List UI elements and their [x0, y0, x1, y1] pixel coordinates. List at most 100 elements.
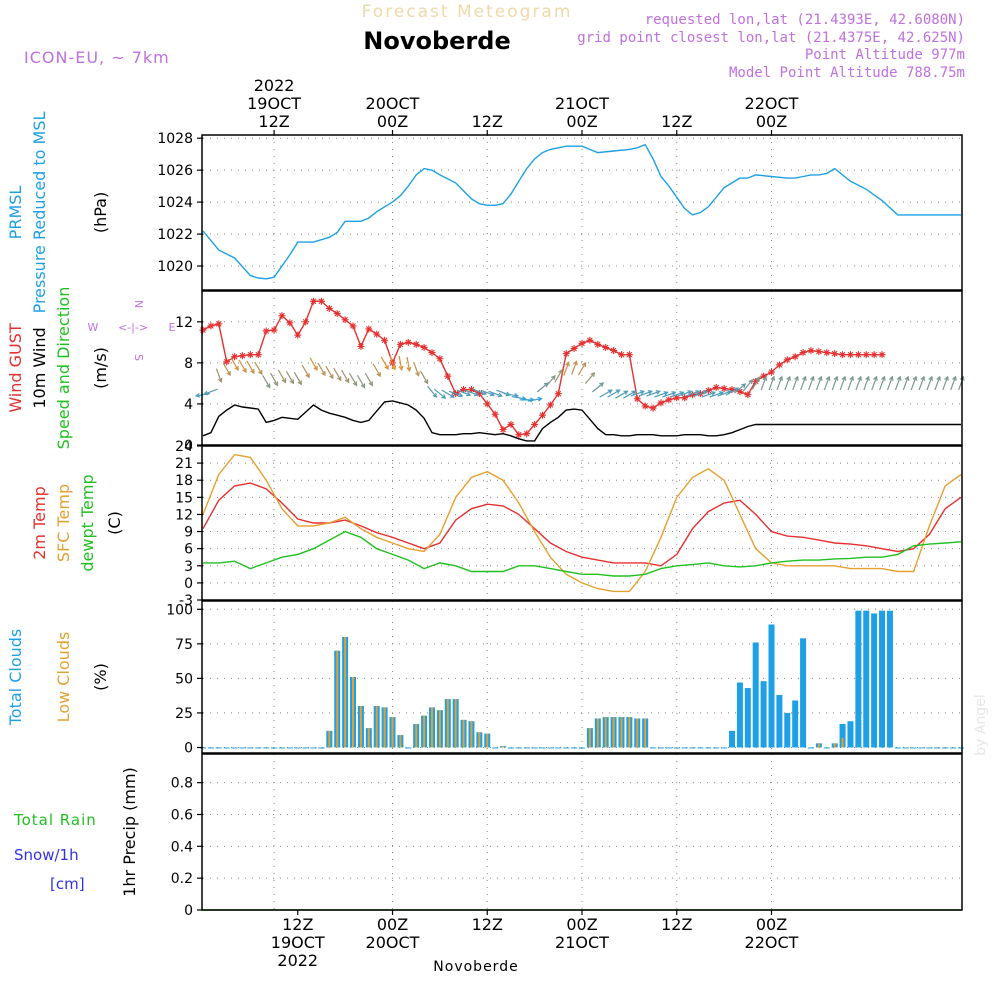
gust-marker: [207, 322, 215, 330]
gust-marker: [531, 420, 539, 428]
wind-arrow: [456, 389, 471, 396]
precip-snow-label: Snow/1h: [14, 846, 79, 864]
gust-marker: [752, 377, 760, 385]
gridpoint-lonlat: grid point closest lon,lat (21.4375E, 42…: [577, 30, 965, 46]
wind-arrow: [760, 376, 767, 391]
wind-arrow: [725, 387, 739, 396]
cloud-bar-total: [239, 747, 246, 749]
wind-arrow-head: [441, 394, 447, 399]
wind-arrow: [441, 389, 455, 398]
gust-marker: [483, 400, 491, 408]
wind-arrow-head: [944, 375, 949, 381]
y-tick-label: 75: [175, 637, 193, 653]
wind-arrow: [413, 362, 420, 376]
panel-label: Speed and Direction: [54, 287, 73, 450]
wind-arrow-head: [558, 369, 563, 375]
forecast-label: Forecast Meteogram: [362, 2, 573, 22]
wind-arrow-head: [406, 366, 412, 373]
wind-arrow: [615, 390, 628, 399]
cloud-bar-low: [336, 650, 339, 748]
x-tick-top-label: 19OCT: [247, 94, 301, 113]
cloud-bar-total: [950, 747, 957, 749]
cloud-bar-total: [650, 747, 657, 749]
y-tick-label: 12: [175, 507, 193, 523]
wind-arrow: [768, 376, 775, 391]
wind-arrow-head: [857, 375, 862, 381]
cloud-bar-low: [628, 717, 631, 748]
gust-marker: [791, 353, 799, 361]
gust-marker: [633, 395, 641, 403]
y-tick-label: -3: [179, 593, 193, 609]
wind-arrow-head: [833, 375, 839, 381]
wind-arrow-head: [313, 365, 318, 372]
wind-arrow-head: [565, 361, 570, 367]
gust-marker: [460, 386, 468, 394]
label-layer: 1020 1022 1024 1026 1028 PRMSL Pressure Reduce…: [6, 76, 799, 970]
gust-marker: [562, 350, 570, 358]
panel-unit-label: (m/s): [91, 347, 110, 389]
gust-marker: [515, 431, 523, 439]
y-tick-label: 0.4: [171, 839, 193, 855]
gust-marker: [712, 384, 720, 392]
cloud-bar-total: [807, 747, 814, 749]
series-line-dewpt-temp: [203, 530, 962, 577]
wind-arrow-head: [741, 383, 747, 388]
wind-arrow: [270, 372, 279, 386]
compass-arrow: <-|->: [118, 321, 148, 334]
gust-marker: [720, 385, 728, 393]
watermark: by Angel: [973, 694, 989, 755]
wind-arrow: [545, 375, 556, 388]
x-tick-bottom-label: 21OCT: [555, 933, 609, 952]
gust-marker: [570, 344, 578, 352]
wind-arrow-head: [297, 380, 302, 386]
wind-arrow-head: [841, 375, 847, 381]
model-label: ICON-EU, ~ 7km: [24, 48, 170, 67]
gust-marker: [396, 340, 404, 348]
wind-arrow: [638, 390, 652, 397]
panel-label: 10m Wind: [30, 327, 49, 408]
wind-arrow-head: [329, 374, 334, 380]
cloud-bar-low: [636, 718, 639, 748]
wind-arrow: [317, 362, 326, 376]
cloud-bar-low: [454, 699, 457, 748]
wind-arrow: [685, 390, 700, 397]
wind-arrow: [717, 390, 731, 397]
x-tick-bottom-label: 00Z: [566, 915, 597, 934]
precip-cm-label: [cm]: [50, 875, 85, 893]
compass-n: N: [132, 300, 145, 308]
y-tick-label: 15: [175, 490, 193, 506]
wind-arrow-head: [687, 390, 693, 395]
wind-arrow-head: [242, 367, 247, 374]
wind-arrow: [277, 369, 286, 383]
cloud-bar-low: [833, 743, 836, 748]
wind-arrow: [894, 376, 901, 391]
cloud-bar-total: [784, 712, 791, 748]
cloud-bar-total: [405, 747, 412, 749]
gust-marker: [412, 340, 420, 348]
gust-marker: [594, 340, 602, 348]
gust-marker: [246, 351, 254, 359]
wind-arrow: [503, 392, 518, 397]
series-line-prmsl: [202, 143, 961, 280]
wind-arrow-head: [607, 389, 613, 394]
cloud-bar-total: [697, 747, 704, 749]
y-tick-label: 1024: [157, 195, 193, 211]
wind-arrow: [527, 398, 542, 402]
gust-marker: [262, 327, 270, 335]
cloud-bar-total: [286, 747, 293, 749]
cloud-bar-total: [310, 747, 317, 749]
wind-arrow: [831, 376, 838, 391]
panel-frame-clouds: [201, 600, 963, 754]
wind-arrow-head: [912, 375, 918, 381]
wind-arrow: [571, 361, 578, 375]
cloud-bar-total: [752, 642, 759, 748]
gust-marker: [223, 358, 231, 366]
panel-frame-wind: [201, 290, 963, 446]
wind-arrow: [285, 370, 294, 384]
wind-arrow-head: [615, 389, 621, 394]
x-tick-top-label: 00Z: [377, 112, 408, 131]
y-tick-label: 4: [184, 397, 193, 413]
wind-arrow-head: [590, 371, 596, 377]
wind-arrow: [472, 388, 487, 395]
cloud-bar-low: [391, 717, 394, 748]
